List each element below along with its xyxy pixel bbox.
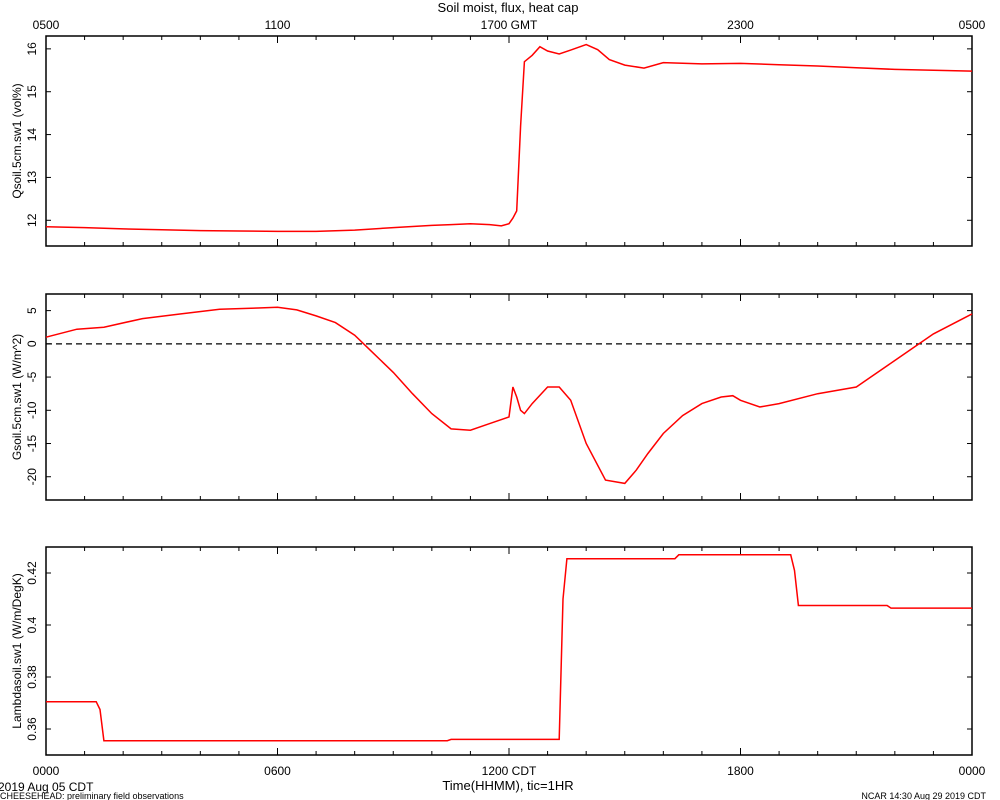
footer-stamp: NCAR 14:30 Aug 29 2019 CDT bbox=[861, 791, 986, 800]
plot-frame bbox=[45, 293, 973, 501]
top-axis-tick-label: 0500 bbox=[33, 18, 60, 32]
bottom-axis-tick-label: 0000 bbox=[959, 764, 986, 778]
y-axis-label: Gsoil.5cm.sw1 (W/m^2) bbox=[10, 334, 24, 460]
y-tick-label: 16 bbox=[25, 42, 39, 56]
top-axis-tick-label: 1100 bbox=[265, 18, 291, 32]
plot-frame bbox=[45, 35, 973, 247]
bottom-axis-tick-label: 1800 bbox=[727, 764, 754, 778]
y-tick-label: 5 bbox=[25, 307, 39, 314]
y-tick-label: 13 bbox=[25, 170, 39, 184]
panels: 12 13 14 15 16 Qsoil.5cm.sw1 (vol%) 5 0 -5 -10 -15… bbox=[10, 18, 986, 778]
top-axis-tick-label: 2300 bbox=[727, 18, 754, 32]
series-line bbox=[45, 43, 973, 233]
y-tick-label: 0 bbox=[25, 340, 39, 347]
footer-project: CHEESEHEAD: preliminary field observatio… bbox=[0, 791, 184, 800]
y-tick-label: -5 bbox=[25, 371, 39, 382]
y-tick-label: 0.42 bbox=[25, 561, 39, 585]
top-axis-tick-label: 0500 bbox=[959, 18, 986, 32]
chart-title: Soil moist, flux, heat cap bbox=[438, 0, 579, 15]
bottom-axis-tick-label: 1200 CDT bbox=[482, 764, 537, 778]
y-tick-label: 0.36 bbox=[25, 717, 39, 741]
y-axis-label: Qsoil.5cm.sw1 (vol%) bbox=[10, 83, 24, 198]
y-tick-label: 0.4 bbox=[25, 616, 39, 633]
y-tick-label: 0.38 bbox=[25, 665, 39, 689]
series-line bbox=[46, 554, 972, 742]
y-tick-label: 12 bbox=[25, 213, 39, 227]
plot-frame bbox=[45, 546, 973, 756]
y-tick-label: 14 bbox=[25, 128, 39, 142]
y-tick-label: -20 bbox=[25, 468, 39, 486]
footer-date: 2019 Aug 05 CDT bbox=[0, 780, 94, 794]
y-tick-label: -15 bbox=[25, 435, 39, 453]
bottom-axis-tick-label: 0000 bbox=[33, 764, 60, 778]
y-axis-label: Lambdasoil.sw1 (W/m/DegK) bbox=[10, 573, 24, 728]
bottom-axis-tick-label: 0600 bbox=[264, 764, 291, 778]
x-axis-label: Time(HHMM), tic=1HR bbox=[442, 778, 573, 793]
y-tick-label: 15 bbox=[25, 85, 39, 99]
series-line bbox=[45, 306, 973, 485]
top-axis-tick-label: 1700 GMT bbox=[481, 18, 538, 32]
y-tick-label: -10 bbox=[25, 401, 39, 419]
